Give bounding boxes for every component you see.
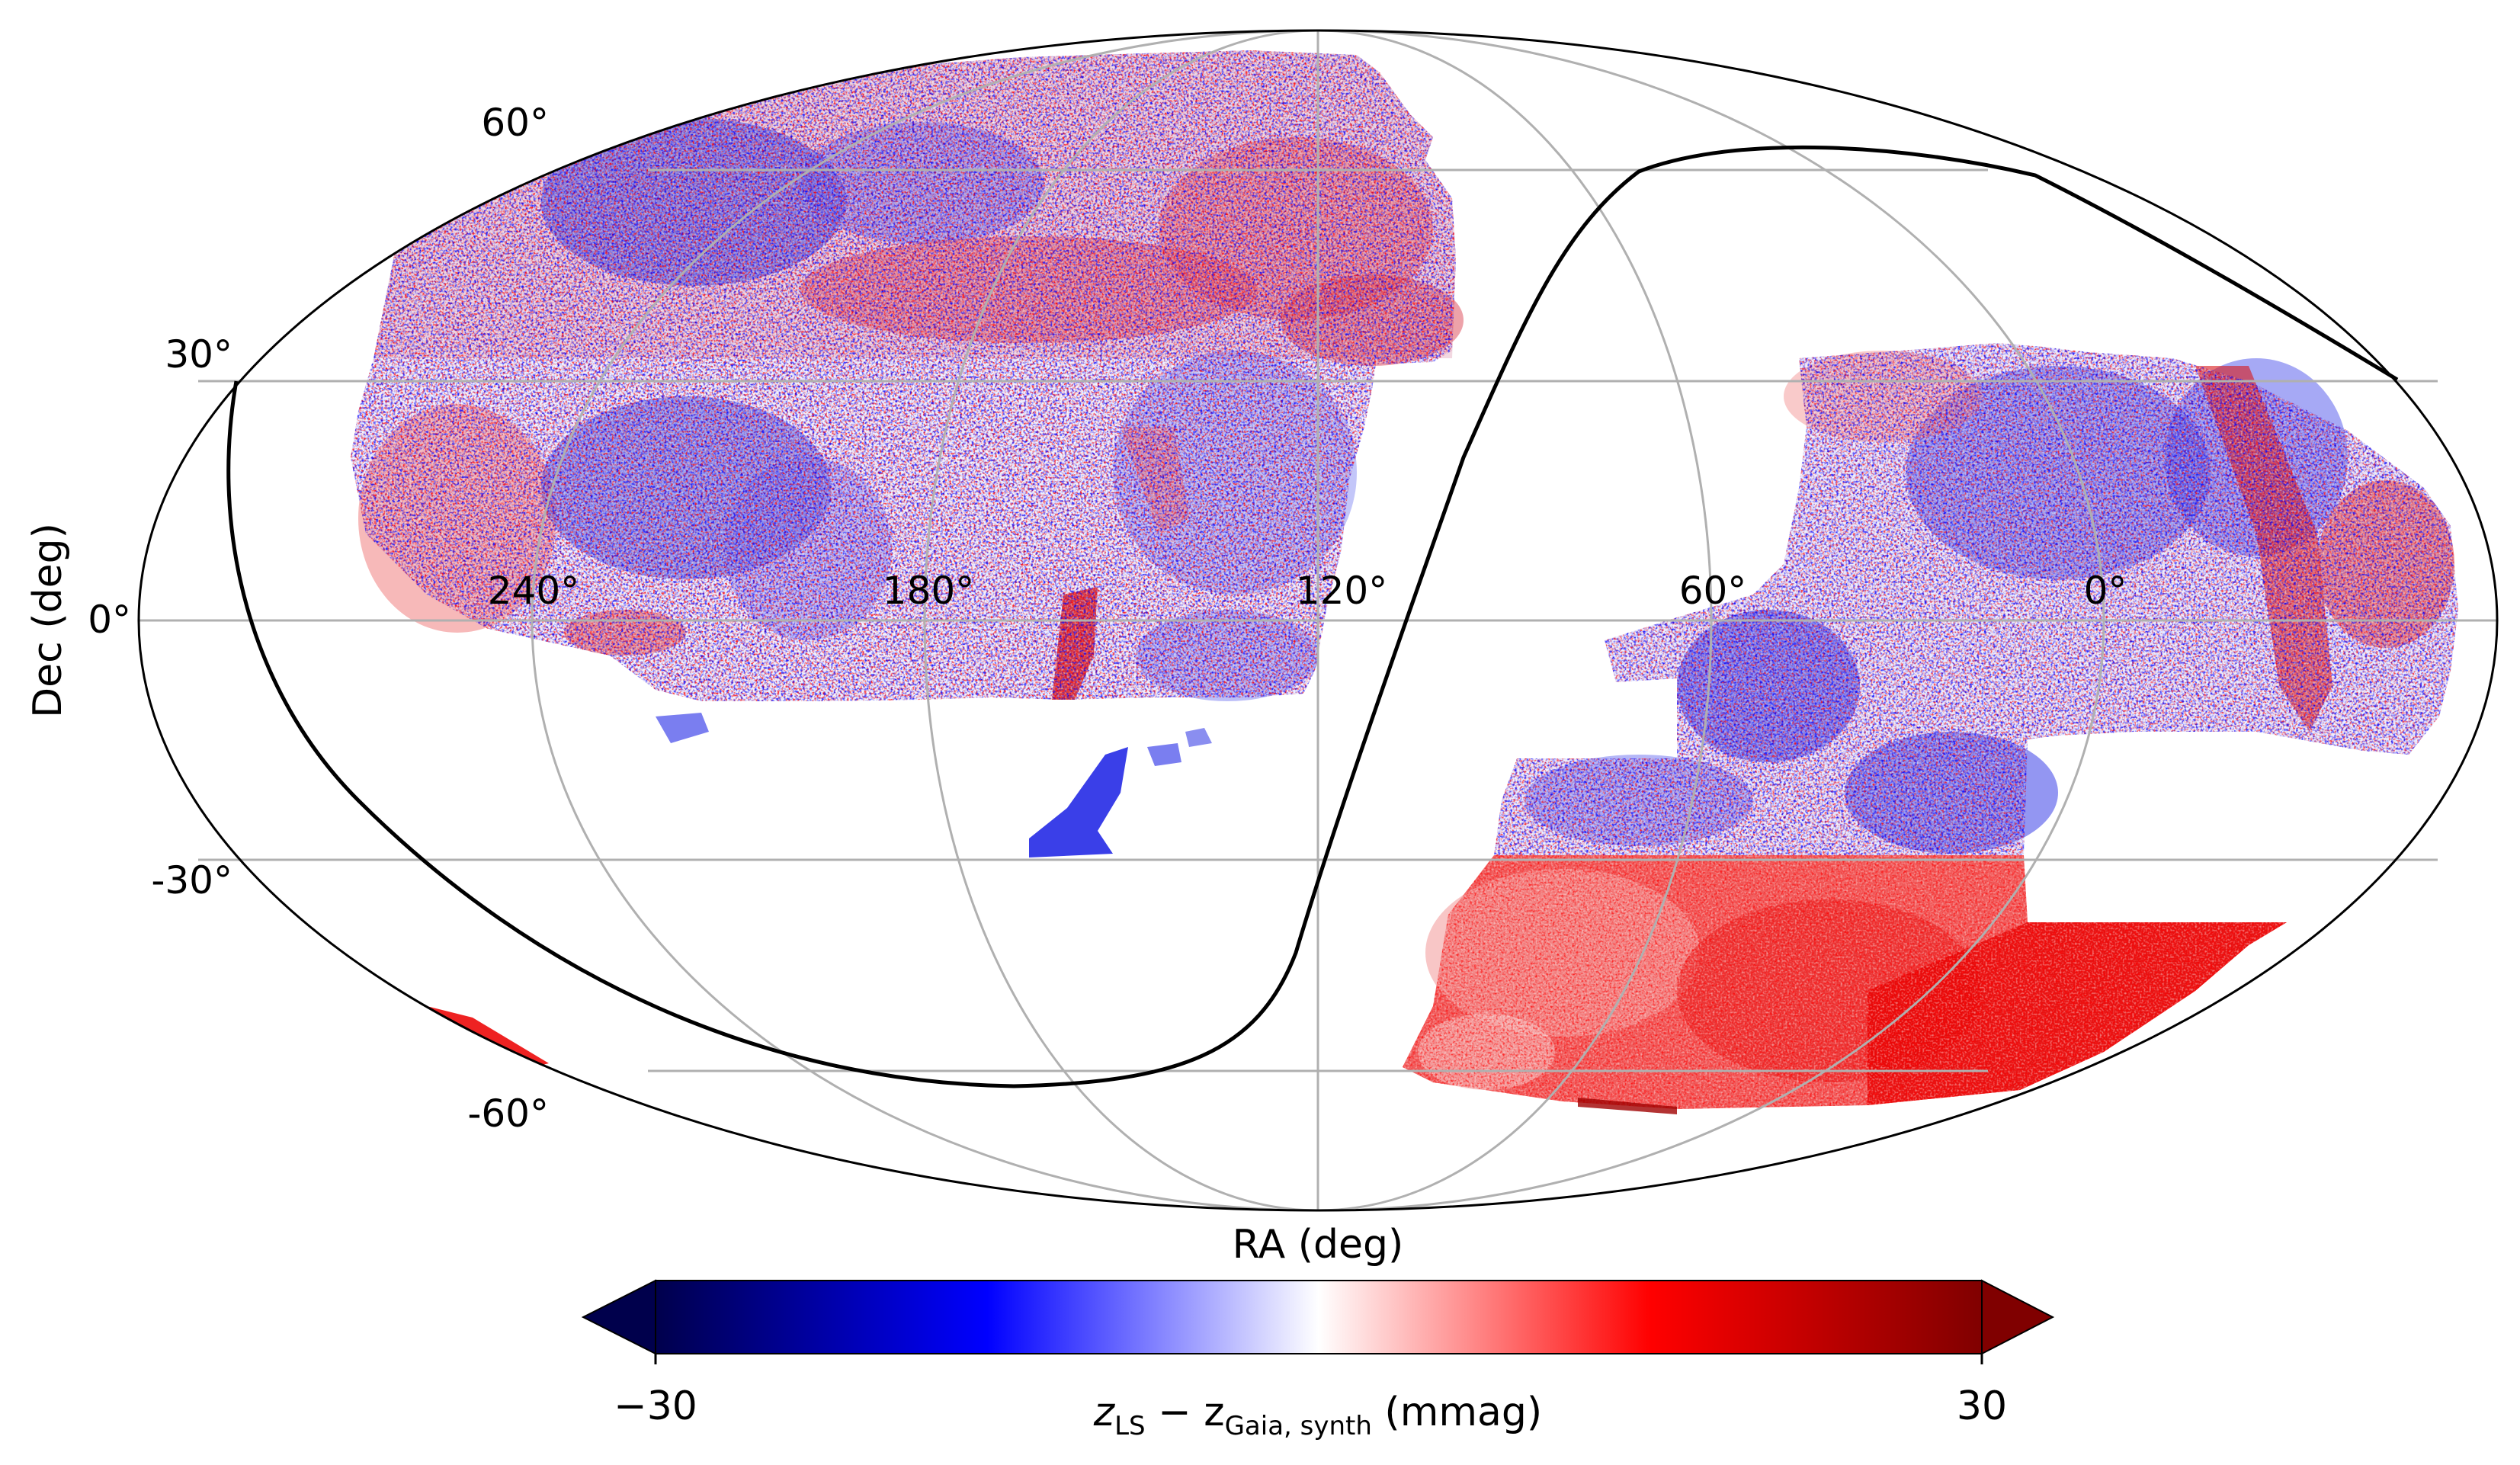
- north-footprint: [351, 50, 1464, 1067]
- x-tick-label: 180°: [883, 569, 974, 613]
- grid-ra-60: [1317, 29, 1713, 1212]
- y-tick-label: -30°: [151, 858, 232, 902]
- colorbar-min-label: −30: [614, 1383, 697, 1429]
- survey-footprints: [351, 50, 2458, 1114]
- projection-boundary: [137, 29, 2499, 1212]
- grid-ra-240: [531, 29, 1319, 1212]
- x-axis-label: RA (deg): [1233, 1222, 1404, 1268]
- galactic-plane-curve: [226, 145, 2399, 1088]
- colorbar-gradient: [655, 1280, 1983, 1354]
- x-tick-label: 60°: [1679, 569, 1747, 613]
- coordinate-grid: [139, 29, 2497, 1212]
- grid-ra-0: [1317, 29, 2105, 1212]
- south-footprint: [1403, 343, 2458, 1114]
- y-tick-label: -60°: [467, 1092, 549, 1136]
- y-tick-label: 30°: [165, 332, 232, 377]
- y-tick-label: 60°: [481, 101, 549, 145]
- colorbar-label: zLS − zGaia, synth (mmag): [1093, 1390, 1542, 1441]
- x-tick-labels: 240° 180° 120° 60° 0°: [488, 569, 2127, 613]
- colorbar: −30 30 zLS − zGaia, synth (mmag): [581, 1279, 2055, 1441]
- y-tick-labels: 60° 30° 0° -30° -60°: [88, 101, 549, 1136]
- grid-ra-180: [923, 29, 1319, 1212]
- colorbar-max-label: 30: [1957, 1383, 2007, 1429]
- y-tick-label: 0°: [88, 598, 131, 642]
- colorbar-extend-high: [1981, 1279, 2055, 1355]
- x-tick-label: 240°: [488, 569, 579, 613]
- x-tick-label: 0°: [2084, 569, 2127, 613]
- x-tick-label: 120°: [1296, 569, 1387, 613]
- colorbar-extend-low: [581, 1279, 656, 1355]
- y-axis-label: Dec (deg): [25, 523, 71, 718]
